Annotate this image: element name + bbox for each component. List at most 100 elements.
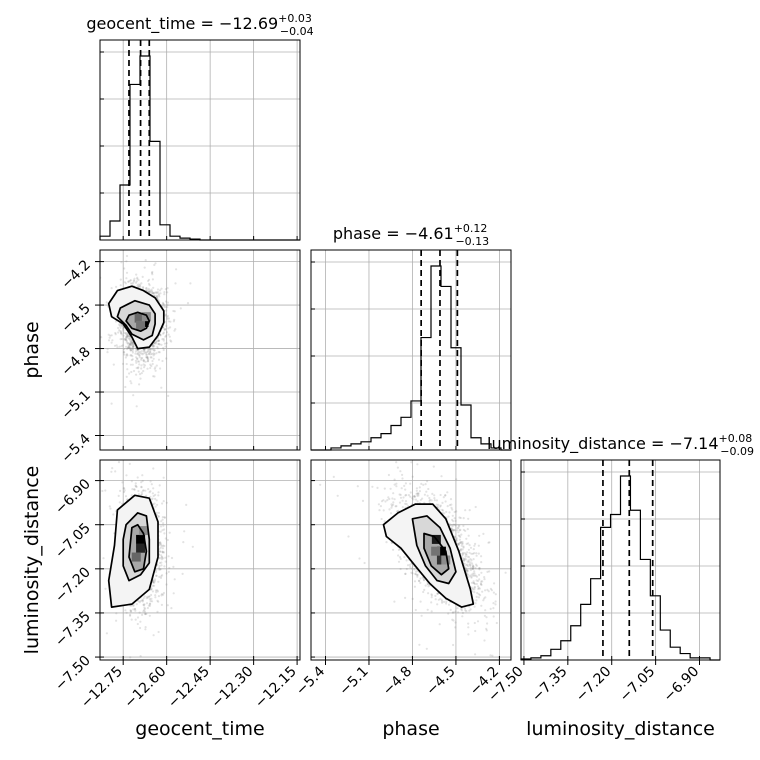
scatter-point — [436, 592, 439, 595]
scatter-point — [152, 494, 155, 498]
scatter-point — [163, 342, 166, 345]
scatter-point — [130, 358, 133, 362]
scatter-point — [131, 355, 134, 358]
scatter-point — [159, 550, 162, 553]
scatter-point — [107, 339, 111, 342]
scatter-point — [137, 278, 140, 281]
scatter-point — [140, 364, 143, 367]
scatter-point — [122, 329, 125, 332]
scatter-point — [146, 606, 149, 610]
panel-frame — [310, 249, 512, 451]
scatter-point — [130, 344, 133, 347]
scatter-point — [139, 620, 142, 623]
scatter-point — [462, 528, 465, 532]
title-minus: −0.13 — [455, 235, 489, 248]
scatter-point — [129, 341, 132, 344]
scatter-point — [128, 343, 131, 346]
panel-frame — [99, 249, 301, 451]
scatter-point — [160, 520, 163, 523]
scatter-point — [150, 271, 154, 275]
scatter-point — [142, 359, 145, 362]
scatter-point — [110, 402, 113, 405]
scatter-point — [152, 487, 155, 490]
scatter-point — [143, 266, 146, 269]
scatter-point — [140, 486, 143, 489]
scatter-point — [119, 278, 122, 281]
panel-frame — [99, 39, 301, 241]
scatter-point — [158, 343, 161, 346]
scatter-point — [156, 297, 159, 300]
scatter-point — [132, 244, 134, 246]
scatter-point — [118, 324, 121, 327]
scatter-point — [163, 528, 166, 531]
scatter-point — [137, 352, 140, 355]
scatter-point — [129, 609, 132, 612]
scatter-point — [131, 342, 134, 345]
scatter-point — [152, 467, 155, 470]
scatter-point — [464, 509, 467, 512]
scatter-point — [141, 664, 143, 666]
scatter-point — [158, 566, 161, 570]
scatter-point — [135, 405, 138, 408]
scatter-point — [453, 517, 456, 520]
scatter-point — [126, 347, 129, 351]
scatter-point — [159, 568, 162, 571]
scatter-point — [130, 382, 133, 385]
scatter-point — [131, 282, 134, 285]
scatter-point — [147, 287, 150, 290]
scatter-point — [140, 367, 143, 370]
scatter-point — [405, 503, 408, 506]
scatter-point — [117, 494, 120, 497]
scatter-point — [447, 612, 450, 615]
scatter-point — [155, 352, 158, 355]
scatter-point — [150, 587, 153, 591]
diag-panel-geocent_time — [99, 39, 301, 241]
scatter-point — [146, 357, 149, 360]
scatter-point — [167, 555, 170, 558]
scatter-point — [106, 348, 109, 351]
scatter-point — [147, 278, 151, 281]
scatter-point — [120, 261, 123, 264]
scatter-point — [123, 351, 126, 354]
scatter-point — [138, 284, 141, 287]
scatter-point — [480, 555, 483, 558]
scatter-point — [129, 279, 132, 282]
scatter-point — [143, 348, 146, 351]
scatter-point — [131, 488, 134, 491]
scatter-point — [477, 544, 480, 547]
scatter-point — [165, 501, 168, 504]
scatter-point — [390, 506, 393, 509]
scatter-point — [191, 545, 194, 548]
scatter-point — [160, 564, 163, 567]
scatter-point — [149, 599, 152, 603]
scatter-point — [132, 344, 135, 347]
scatter-point — [105, 301, 108, 304]
scatter-point — [165, 357, 168, 360]
scatter-point — [138, 354, 141, 357]
scatter-point — [148, 602, 152, 605]
scatter-point — [120, 333, 123, 336]
scatter-point — [119, 284, 122, 287]
scatter-point — [139, 285, 142, 288]
scatter-point — [136, 357, 139, 360]
scatter-point — [158, 568, 161, 571]
scatter-point — [159, 541, 162, 544]
scatter-point — [119, 338, 122, 341]
scatter-point — [160, 593, 163, 596]
scatter-point — [123, 267, 126, 270]
scatter-point — [120, 337, 124, 341]
scatter-point — [132, 279, 135, 282]
scatter-point — [162, 524, 165, 527]
scatter-point — [141, 599, 144, 602]
scatter-point — [131, 341, 134, 344]
scatter-point — [160, 287, 163, 290]
scatter-point — [154, 493, 157, 496]
scatter-point — [160, 594, 163, 597]
scatter-point — [153, 375, 156, 378]
scatter-point — [492, 607, 495, 610]
scatter-point — [159, 289, 162, 292]
scatter-point — [461, 551, 465, 555]
scatter-point — [150, 498, 153, 501]
scatter-point — [151, 600, 154, 603]
scatter-point — [128, 462, 131, 465]
